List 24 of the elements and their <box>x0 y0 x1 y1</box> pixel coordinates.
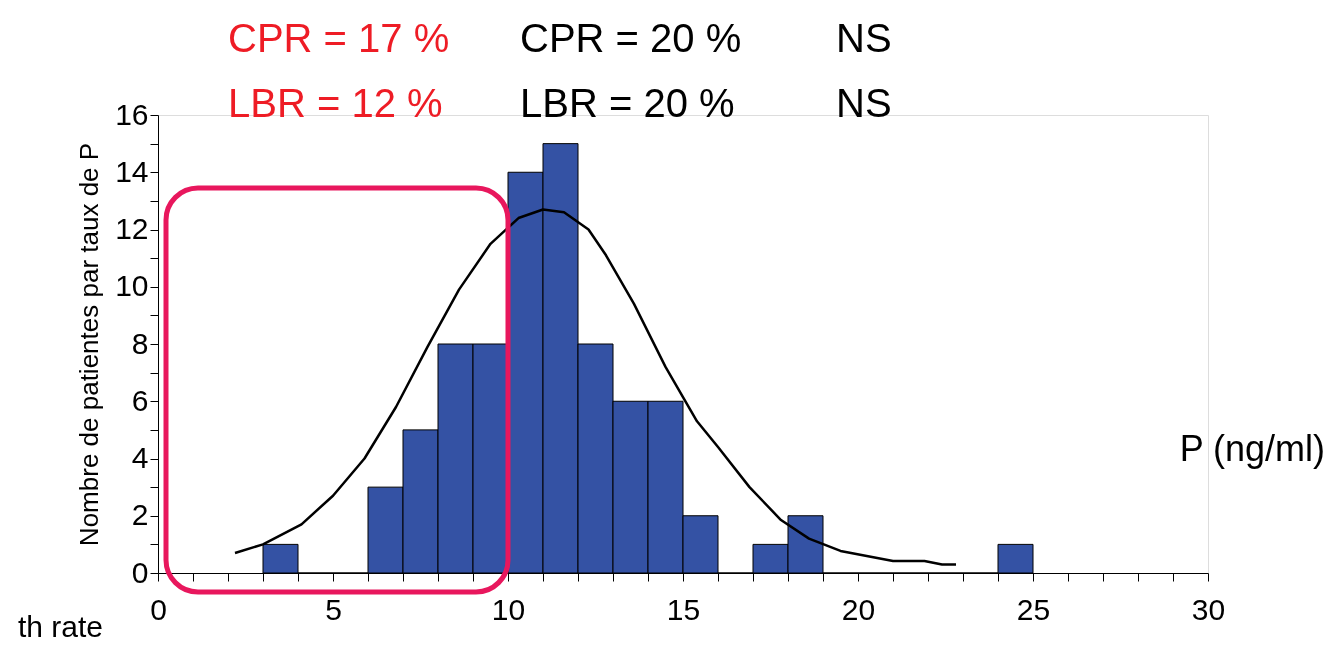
x-tick-label: 20 <box>841 592 876 626</box>
y-tick-label: 10 <box>115 269 149 303</box>
x-tick-label: 10 <box>491 592 526 626</box>
y-tick-label: 2 <box>131 498 149 532</box>
x-axis-title: P (ng/ml) <box>1179 428 1325 469</box>
y-tick-label: 4 <box>131 441 149 474</box>
x-tick-label: 25 <box>1016 592 1051 626</box>
annotation: LBR = 12 % <box>228 81 443 125</box>
x-tick-label: 30 <box>1191 592 1226 626</box>
y-tick-label: 0 <box>131 555 149 589</box>
text: CPR = 17 % <box>228 16 450 60</box>
y-tick-label: 14 <box>115 154 149 188</box>
x-tick-label: 5 <box>325 592 342 626</box>
y-tick-label: 6 <box>131 383 149 417</box>
y-tick-label: 16 <box>115 97 149 131</box>
y-tick-label: 12 <box>115 212 149 245</box>
y-tick-label: 8 <box>131 326 149 360</box>
annotation: LBR = 20 % <box>520 81 735 125</box>
y-axis-title: Nombre de patientes par taux de P <box>74 142 105 547</box>
x-tick-label: 15 <box>666 592 701 626</box>
text: th rate <box>17 610 103 643</box>
annotation: NS <box>836 81 892 125</box>
text: NS <box>836 16 892 60</box>
text: CPR = 20 % <box>520 16 742 60</box>
